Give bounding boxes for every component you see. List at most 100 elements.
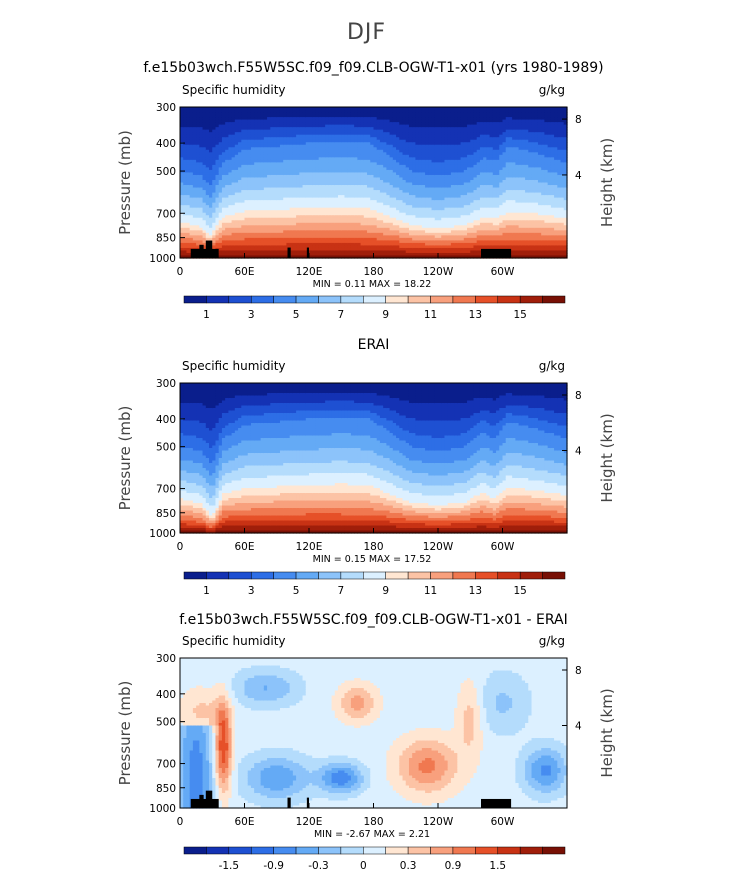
field-cell (186, 147, 191, 151)
field-cell (205, 137, 210, 141)
field-cell (183, 212, 188, 216)
field-cell (241, 147, 246, 151)
field-cell (186, 230, 191, 234)
field-cell (221, 174, 226, 179)
field-cell (186, 245, 191, 249)
field-cell (202, 119, 207, 123)
field-cell (186, 164, 191, 168)
field-cell (234, 212, 239, 216)
field-cell (212, 215, 217, 219)
field-cell (238, 255, 242, 259)
field-cell (254, 225, 259, 229)
field-cell (244, 119, 249, 123)
field-cell (218, 225, 223, 229)
field-cell (189, 147, 194, 151)
field-cell (221, 232, 226, 236)
field-cell (234, 187, 239, 191)
field-cell (221, 127, 226, 131)
field-cell (209, 192, 213, 196)
field-cell (247, 227, 252, 231)
field-cell (202, 157, 207, 161)
field-cell (231, 237, 236, 241)
field-cell (244, 179, 249, 184)
field-cell (215, 139, 220, 143)
field-cell (192, 154, 197, 158)
field-cell (225, 134, 229, 138)
field-cell (254, 220, 259, 224)
field-cell (228, 205, 233, 209)
field-cell (209, 147, 213, 151)
field-cell (260, 147, 265, 151)
field-cell (257, 190, 262, 194)
field-cell (257, 232, 262, 236)
field-cell (209, 112, 213, 116)
field-cell (254, 134, 259, 138)
field-cell (263, 129, 268, 133)
field-cell (267, 167, 271, 171)
field-cell (189, 212, 194, 216)
field-cell (267, 157, 271, 161)
field-cell (234, 154, 239, 158)
field-cell (215, 122, 220, 126)
field-cell (189, 207, 194, 211)
field-cell (228, 182, 233, 186)
field-cell (183, 149, 188, 153)
field-cell (234, 127, 239, 131)
field-cell (215, 212, 220, 216)
field-cell (241, 117, 246, 121)
field-cell (196, 185, 200, 189)
field-cell (215, 192, 220, 196)
field-cell (196, 227, 200, 231)
field-cell (250, 200, 255, 204)
field-cell (189, 174, 194, 179)
field-cell (215, 152, 220, 156)
field-cell (244, 149, 249, 153)
field-cell (244, 195, 249, 199)
field-cell (218, 215, 223, 219)
field-cell (192, 167, 197, 171)
field-cell (215, 174, 220, 179)
field-cell (205, 210, 210, 214)
field-cell (192, 242, 197, 247)
field-cell (180, 159, 184, 163)
field-cell (250, 162, 255, 166)
field-cell (183, 195, 188, 199)
field-cell (228, 152, 233, 156)
field-cell (180, 247, 184, 252)
field-cell (244, 205, 249, 209)
field-cell (180, 134, 184, 138)
field-cell (218, 139, 223, 143)
field-cell (196, 212, 200, 216)
field-cell (250, 112, 255, 116)
field-cell (228, 197, 233, 201)
field-cell (199, 134, 204, 138)
field-cell (244, 154, 249, 158)
field-cell (257, 220, 262, 224)
field-cell (180, 230, 184, 234)
field-cell (254, 202, 259, 206)
field-cell (212, 187, 217, 191)
field-cell (180, 250, 184, 254)
field-cell (267, 162, 271, 166)
field-cell (247, 142, 252, 146)
field-cell (180, 147, 184, 151)
field-cell (231, 114, 236, 118)
field-cell (228, 195, 233, 199)
field-cell (225, 205, 229, 209)
field-cell (215, 167, 220, 171)
field-cell (221, 112, 226, 116)
field-cell (257, 215, 262, 219)
field-cell (215, 190, 220, 194)
field-cell (234, 132, 239, 136)
field-cell (250, 114, 255, 118)
field-cell (209, 114, 213, 118)
field-cell (247, 200, 252, 204)
field-cell (199, 149, 204, 153)
field-cell (192, 240, 197, 244)
field-cell (231, 220, 236, 224)
field-cell (215, 207, 220, 211)
field-cell (199, 139, 204, 143)
field-cell (215, 179, 220, 184)
field-cell (247, 207, 252, 211)
